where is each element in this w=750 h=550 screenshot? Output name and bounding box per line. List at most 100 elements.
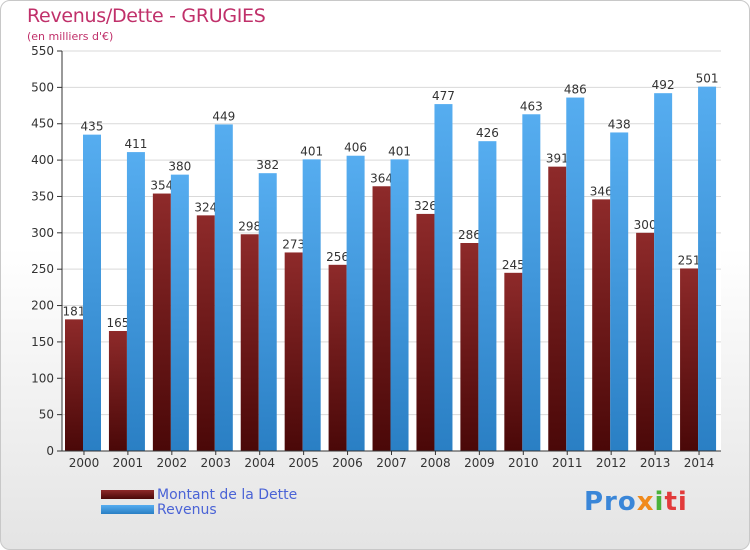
data-label-dette: 326 bbox=[414, 199, 437, 213]
x-tick-label: 2000 bbox=[69, 456, 100, 470]
legend-label-revenus: Revenus bbox=[157, 501, 217, 518]
data-label-dette: 364 bbox=[370, 171, 393, 185]
data-label-dette: 298 bbox=[238, 219, 261, 233]
x-tick-label: 2012 bbox=[596, 456, 627, 470]
bar-dette bbox=[460, 243, 479, 451]
logo-part-3: i bbox=[654, 487, 665, 517]
data-label-dette: 251 bbox=[678, 253, 701, 267]
data-label-dette: 346 bbox=[590, 184, 613, 198]
bar-dette bbox=[196, 215, 215, 451]
bar-revenus bbox=[434, 104, 453, 451]
bar-revenus bbox=[390, 159, 409, 451]
bar-revenus bbox=[302, 159, 321, 451]
data-label-dette: 256 bbox=[326, 250, 349, 264]
data-label-revenus: 486 bbox=[564, 83, 587, 97]
x-tick-label: 2002 bbox=[157, 456, 188, 470]
data-label-revenus: 382 bbox=[256, 158, 279, 172]
chart-title: Revenus/Dette - GRUGIES bbox=[27, 5, 266, 27]
x-tick-label: 2001 bbox=[113, 456, 144, 470]
data-label-dette: 181 bbox=[63, 304, 86, 318]
data-label-dette: 391 bbox=[546, 152, 569, 166]
bar-dette bbox=[284, 252, 303, 451]
y-tick-label: 200 bbox=[31, 299, 54, 313]
y-tick-label: 100 bbox=[31, 371, 54, 385]
legend-item-revenus: Revenus bbox=[101, 501, 297, 518]
bar-revenus bbox=[126, 152, 145, 451]
data-label-revenus: 449 bbox=[212, 109, 235, 123]
bar-dette bbox=[108, 331, 127, 451]
data-label-revenus: 426 bbox=[476, 126, 499, 140]
y-tick-label: 400 bbox=[31, 153, 54, 167]
data-label-dette: 324 bbox=[194, 200, 217, 214]
legend-swatch-revenus bbox=[101, 505, 154, 514]
bar-revenus bbox=[83, 134, 101, 452]
x-tick-label: 2014 bbox=[684, 456, 715, 470]
bar-revenus bbox=[654, 93, 673, 451]
data-label-dette: 354 bbox=[150, 179, 173, 193]
bar-dette bbox=[548, 166, 567, 452]
x-tick-label: 2006 bbox=[332, 456, 363, 470]
bar-revenus bbox=[170, 174, 189, 452]
bar-revenus bbox=[522, 114, 541, 451]
y-tick-label: 350 bbox=[31, 189, 54, 203]
data-label-revenus: 435 bbox=[81, 120, 104, 134]
bar-dette bbox=[152, 193, 171, 451]
bar-revenus bbox=[258, 173, 277, 451]
x-tick-label: 2009 bbox=[464, 456, 495, 470]
bar-dette bbox=[592, 199, 611, 451]
data-label-revenus: 492 bbox=[652, 78, 675, 92]
x-tick-label: 2013 bbox=[640, 456, 671, 470]
y-tick-label: 300 bbox=[31, 226, 54, 240]
y-tick-label: 150 bbox=[31, 335, 54, 349]
bar-dette bbox=[372, 186, 391, 452]
bar-revenus bbox=[698, 86, 717, 452]
x-tick-label: 2008 bbox=[420, 456, 451, 470]
data-label-dette: 300 bbox=[634, 218, 657, 232]
legend-item-dette: Montant de la Dette bbox=[101, 486, 298, 503]
y-tick-label: 250 bbox=[31, 262, 54, 276]
x-tick-label: 2005 bbox=[288, 456, 319, 470]
data-label-revenus: 380 bbox=[168, 160, 191, 174]
x-tick-label: 2010 bbox=[508, 456, 539, 470]
data-label-revenus: 406 bbox=[344, 141, 367, 155]
data-label-revenus: 411 bbox=[124, 137, 147, 151]
y-tick-label: 0 bbox=[46, 444, 54, 458]
data-label-revenus: 401 bbox=[388, 144, 411, 158]
bar-revenus bbox=[346, 155, 365, 451]
x-tick-label: 2004 bbox=[244, 456, 275, 470]
data-label-revenus: 401 bbox=[300, 144, 323, 158]
data-label-dette: 286 bbox=[458, 228, 481, 242]
logo-part-1: Pro bbox=[584, 487, 637, 517]
data-label-dette: 165 bbox=[106, 316, 129, 330]
data-label-dette: 245 bbox=[502, 258, 525, 272]
bar-revenus bbox=[566, 97, 585, 451]
bar-revenus bbox=[214, 124, 233, 452]
y-tick-label: 500 bbox=[31, 80, 54, 94]
x-tick-label: 2003 bbox=[200, 456, 231, 470]
bar-dette bbox=[328, 264, 347, 451]
bar-dette bbox=[636, 232, 655, 451]
logo-part-2: x bbox=[636, 487, 655, 517]
legend-label-dette: Montant de la Dette bbox=[157, 486, 298, 503]
y-tick-label: 550 bbox=[31, 44, 54, 58]
data-label-dette: 273 bbox=[282, 237, 305, 251]
bar-dette bbox=[680, 268, 699, 451]
x-tick-label: 2011 bbox=[552, 456, 583, 470]
data-label-revenus: 438 bbox=[608, 117, 631, 131]
bar-dette bbox=[504, 272, 523, 451]
x-tick-label: 2007 bbox=[376, 456, 407, 470]
data-label-revenus: 477 bbox=[432, 89, 455, 103]
bar-dette bbox=[65, 319, 83, 451]
chart-subtitle: (en milliers d'€) bbox=[27, 30, 114, 43]
logo-part-4: ti bbox=[664, 487, 688, 517]
bar-dette bbox=[416, 213, 435, 451]
data-label-revenus: 501 bbox=[696, 72, 719, 86]
y-tick-label: 50 bbox=[39, 408, 54, 422]
legend-swatch-dette bbox=[101, 490, 154, 499]
data-label-revenus: 463 bbox=[520, 99, 543, 113]
bar-dette bbox=[240, 234, 259, 451]
proxiti-logo: Proxiti bbox=[584, 487, 688, 517]
bar-revenus bbox=[610, 132, 629, 452]
